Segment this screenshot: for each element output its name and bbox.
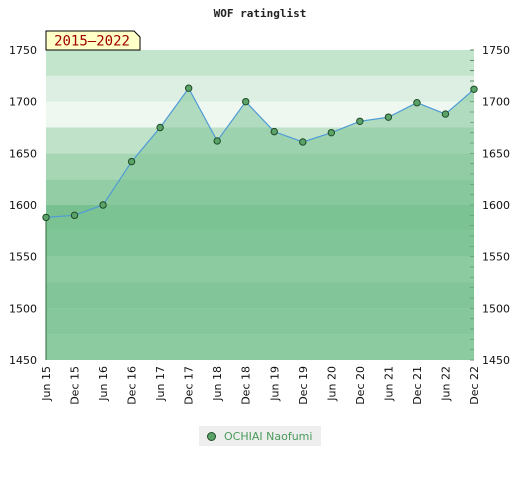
x-tick-label: Dec 19 bbox=[297, 366, 310, 405]
data-point bbox=[327, 128, 336, 137]
x-tick-label: Jun 19 bbox=[268, 366, 281, 402]
series-area bbox=[46, 88, 474, 360]
data-points bbox=[42, 84, 478, 222]
x-tick-label: Dec 20 bbox=[354, 366, 367, 405]
y-axis-right: 1450 1500 1550 1600 1650 1700 1750 bbox=[482, 44, 510, 367]
y-tick-label-right: 1550 bbox=[482, 251, 510, 264]
x-tick-label: Dec 16 bbox=[126, 366, 139, 405]
data-point bbox=[70, 211, 79, 220]
data-point bbox=[270, 127, 278, 136]
x-tick-label: Jun 22 bbox=[439, 366, 452, 402]
x-tick-label: Dec 21 bbox=[411, 366, 424, 405]
x-tick-label: Dec 15 bbox=[69, 366, 82, 405]
legend: OCHIAI Naofumi bbox=[199, 426, 321, 446]
x-tick-label: Jun 15 bbox=[40, 366, 53, 402]
legend-label: OCHIAI Naofumi bbox=[224, 429, 313, 443]
x-tick-label: Jun 17 bbox=[154, 366, 167, 402]
data-point bbox=[299, 138, 307, 146]
y-tick-label-left: 1500 bbox=[9, 302, 37, 315]
data-point bbox=[441, 110, 450, 118]
y-tick-label-right: 1600 bbox=[482, 199, 510, 212]
x-axis: Jun 15 Dec 15 Jun 16 Dec 16 Jun 17 Dec 17 Jun … bbox=[40, 366, 481, 405]
data-point bbox=[470, 85, 478, 93]
x-tick-label: Jun 18 bbox=[211, 366, 224, 402]
legend-marker bbox=[207, 431, 216, 441]
data-point bbox=[384, 113, 393, 121]
data-point bbox=[99, 201, 107, 209]
background-band bbox=[46, 75, 474, 102]
x-tick-label: Dec 22 bbox=[468, 366, 481, 405]
y-tick-label-left: 1450 bbox=[9, 354, 37, 367]
series-line bbox=[45, 87, 475, 218]
data-point bbox=[213, 137, 221, 145]
y-tick-label-left: 1700 bbox=[9, 96, 37, 109]
y-axis-left: 1450 1500 1550 1600 1650 1700 1750 bbox=[9, 44, 37, 367]
y-tick-label-left: 1600 bbox=[9, 199, 37, 212]
data-point bbox=[242, 97, 250, 106]
y-tick-label-right: 1750 bbox=[482, 44, 510, 57]
data-point bbox=[156, 123, 164, 132]
data-point bbox=[184, 84, 193, 92]
x-tick-label: Jun 21 bbox=[382, 366, 395, 402]
y-tick-label-right: 1450 bbox=[482, 354, 510, 367]
y-tick-label-left: 1750 bbox=[9, 44, 37, 57]
x-tick-label: Jun 20 bbox=[325, 366, 338, 402]
period-badge: 2015–2022 bbox=[45, 30, 141, 51]
y-tick-label-right: 1700 bbox=[482, 96, 510, 109]
y-tick-label-left: 1650 bbox=[9, 147, 37, 160]
data-point bbox=[413, 99, 421, 107]
chart-title: WOF ratinglist bbox=[214, 7, 307, 20]
y-tick-label-right: 1500 bbox=[482, 302, 510, 315]
period-badge-text: 2015–2022 bbox=[54, 34, 130, 50]
background-band bbox=[46, 50, 474, 76]
x-tick-label: Jun 16 bbox=[97, 366, 110, 402]
data-point bbox=[356, 117, 364, 126]
y-tick-label-right: 1650 bbox=[482, 147, 510, 160]
y-tick-label-left: 1550 bbox=[9, 251, 37, 264]
x-tick-label: Dec 17 bbox=[183, 366, 196, 405]
x-tick-label: Dec 18 bbox=[240, 366, 253, 405]
data-point bbox=[127, 157, 136, 166]
data-point bbox=[42, 213, 50, 222]
